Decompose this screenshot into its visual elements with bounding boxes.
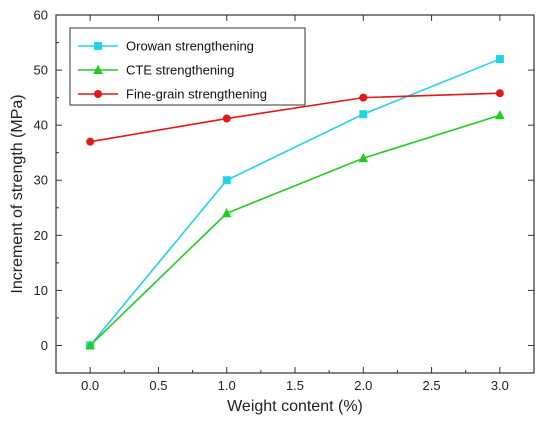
- data-point: [358, 152, 369, 163]
- data-point: [359, 93, 368, 102]
- x-tick-label: 1.5: [286, 378, 304, 393]
- legend-item: CTE strengthening: [78, 63, 234, 78]
- y-tick-label: 60: [34, 8, 48, 23]
- x-tick-label: 1.0: [218, 378, 236, 393]
- data-point: [221, 207, 232, 218]
- data-point: [93, 64, 103, 74]
- data-point: [222, 176, 231, 185]
- series-2: [85, 109, 505, 350]
- series-layer: [85, 55, 505, 350]
- data-point: [495, 55, 504, 64]
- series-line: [90, 92, 500, 143]
- y-tick-label: 0: [41, 338, 48, 353]
- legend-item: Fine-grain strengthening: [78, 87, 267, 102]
- y-axis: 0 10 20 30 40 50 60: [34, 8, 534, 353]
- y-tick-label: 50: [34, 63, 48, 78]
- legend: Orowan strengthening CTE strengthening Fin…: [69, 27, 306, 106]
- series-3: [86, 89, 504, 146]
- data-point: [495, 89, 504, 98]
- legend-label: Orowan strengthening: [126, 39, 254, 54]
- data-point: [222, 114, 231, 123]
- x-tick-label: 0.0: [81, 378, 99, 393]
- x-axis: 0.0 0.5 1.0 1.5 2.0 2.5 3.0: [81, 15, 509, 393]
- x-tick-label: 3.0: [491, 378, 509, 393]
- y-tick-label: 30: [34, 173, 48, 188]
- legend-item: Orowan strengthening: [78, 39, 254, 54]
- data-point: [86, 137, 95, 146]
- data-point: [495, 109, 505, 120]
- y-tick-label: 10: [34, 283, 48, 298]
- data-point: [94, 42, 102, 50]
- data-point: [94, 90, 102, 98]
- legend-label: CTE strengthening: [126, 63, 234, 78]
- data-point: [359, 110, 368, 119]
- series-line: [89, 58, 501, 346]
- x-tick-label: 2.0: [354, 378, 372, 393]
- x-tick-label: 0.5: [149, 378, 167, 393]
- x-tick-label: 2.5: [423, 378, 441, 393]
- legend-box: [69, 27, 306, 106]
- y-tick-label: 40: [34, 118, 48, 133]
- x-axis-label: Weight content (%): [227, 398, 363, 415]
- y-axis-label: Increment of strength (MPa): [9, 94, 26, 293]
- legend-label: Fine-grain strengthening: [126, 87, 267, 102]
- y-tick-label: 20: [34, 228, 48, 243]
- series-line: [89, 114, 501, 347]
- data-point: [85, 340, 95, 350]
